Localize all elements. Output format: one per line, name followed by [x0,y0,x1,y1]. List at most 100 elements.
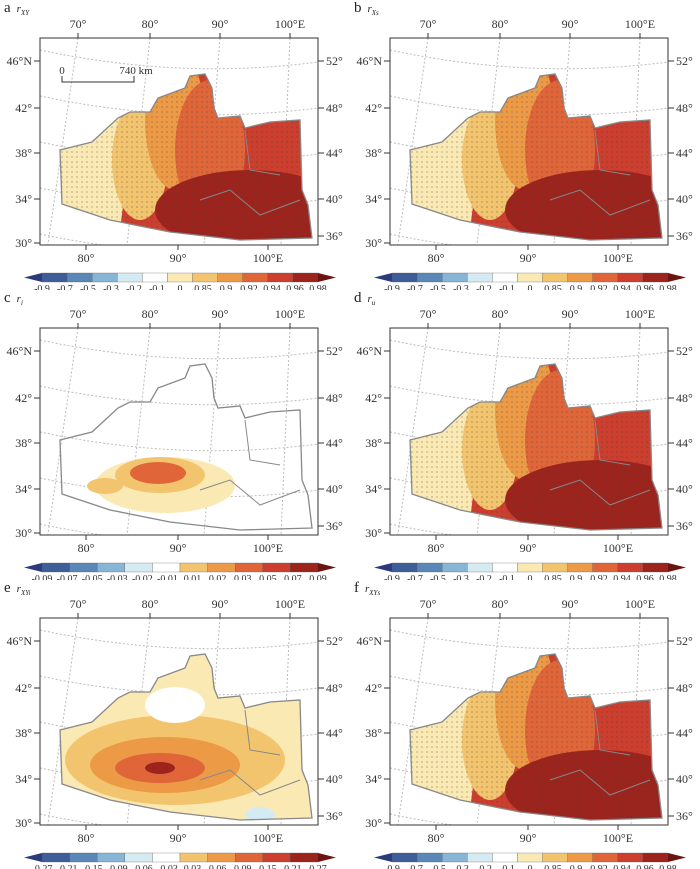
map-panel-c: 70° 80° 90° 100°E 80° 90° 100°E 46°N 42° 38° 34° 30… [0,290,350,580]
region-boundary [409,363,663,531]
axis-tick-label: 0 [528,864,533,869]
axis-tick-label: 48° [326,681,343,695]
axis-tick-label: 0.98 [659,864,677,869]
colorbar-segment [617,562,644,573]
axis-tick-label: 80° [492,307,509,321]
axis-tick-label: 34° [15,772,32,786]
colorbar-extend-high [318,563,336,572]
axis-tick-label: 80° [78,251,95,265]
colorbar-segment [467,852,493,863]
region-boundary [59,73,313,241]
axis-tick-label: 0.98 [659,284,677,290]
axis-tick-label: 30° [15,236,32,250]
axis-tick-label: 80° [492,17,509,31]
axis-tick-label: -0.9 [384,864,400,869]
colorbar-segment [267,272,294,283]
axis-tick-label: 30° [365,526,382,540]
axis-tick-label: 0.03 [234,574,252,580]
panel-letter: e [4,580,11,596]
axis-tick-label: 80° [142,307,159,321]
colorbar-segment [467,562,493,573]
axis-tick-label: 34° [15,482,32,496]
axis-tick-label: 40° [676,482,693,496]
axis-tick-label: 44° [676,436,693,450]
province-boundary [549,419,651,506]
colorbar-segment [41,562,70,573]
colorbar-segment [517,562,543,573]
axis-tick-label: 0.85 [544,284,562,290]
colorbar-segment [167,272,193,283]
axis-tick-label: 42° [365,101,382,115]
axis-tick-label: 46°N [7,344,33,358]
graticule-line [40,431,318,452]
graticule-line [390,339,668,360]
colorbar-segment [492,272,518,283]
axis-tick-label: 0.09 [309,574,327,580]
panel-variable: rXs [367,3,379,18]
axis-tick-label: 90° [520,251,537,265]
region-boundary [409,653,663,821]
axis-tick-label: 100°E [603,251,633,265]
panel-letter: a [4,0,11,16]
panel-variable: ri [16,293,23,308]
axis-tick-label: 42° [365,681,382,695]
axis-tick-label: 42° [15,681,32,695]
axis-tick-label: 0.09 [234,864,252,869]
axis-tick-label: 0.06 [209,864,227,869]
axis-tick-label: 0.85 [194,284,212,290]
axis-tick-label: -0.15 [82,864,103,869]
axis-tick-label: 90° [170,541,187,555]
axis-tick-label: -0.9 [34,284,50,290]
colorbar-segment [217,272,243,283]
axis-tick-label: 36° [326,519,343,533]
axis-tick-label: 38° [365,146,382,160]
colorbar-extend-low [24,853,42,862]
colorbar-segment [592,562,618,573]
colorbar-segment [617,272,644,283]
axis-tick-label: 38° [15,436,32,450]
map-frame [39,617,319,826]
axis-tick-label: 48° [676,681,693,695]
map-frame [39,327,319,536]
map-panel-d: 70° 80° 90° 100°E 80° 90° 100°E 46°N 42° 38° 34° 30… [350,290,700,580]
axis-tick-label: 0.01 [184,574,202,580]
axis-tick-label: -0.2 [126,284,142,290]
colorbar-segment [642,272,669,283]
scale-bar [61,76,135,83]
province-boundary [549,129,651,216]
colorbar-extend-low [374,853,392,862]
map-frame [39,37,319,246]
colorbar-segment [152,852,181,863]
panel-letter: c [4,290,11,306]
colorbar-segment [124,852,153,863]
graticule-line [40,813,107,825]
axis-tick-label: 0 [528,574,533,580]
colorbar-segment [416,562,443,573]
colorbar-segment [567,272,593,283]
axis-tick-label: -0.7 [407,574,423,580]
axis-tick-label: 0.96 [636,574,654,580]
graticule-line [397,38,429,245]
axis-tick-label: 0.92 [590,574,608,580]
axis-tick-label: 70° [420,17,437,31]
colorbar-segment [492,852,518,863]
axis-tick-label: 0.9 [570,284,583,290]
axis-tick-label: 46°N [7,634,33,648]
axis-tick-label: 90° [562,17,579,31]
axis-tick-label: 0.9 [220,284,233,290]
colorbar-segment [642,852,669,863]
map-panel-f: 70° 80° 90° 100°E 80° 90° 100°E 46°N 42° 38° 34° 30… [350,580,700,869]
axis-tick-label: 0.98 [659,574,677,580]
axis-tick-label: 36° [326,229,343,243]
axis-tick-label: 30° [365,816,382,830]
axis-tick-label: 90° [562,597,579,611]
axis-tick-label: 100°E [253,251,283,265]
graticule-line [390,629,668,650]
panel-variable: rXY [16,3,30,18]
colorbar-segment [152,562,181,573]
axis-tick-label: 48° [676,101,693,115]
panel-label: d ru [354,290,375,307]
panel-label: e rXYi [4,580,31,597]
graticule-line [47,328,79,535]
